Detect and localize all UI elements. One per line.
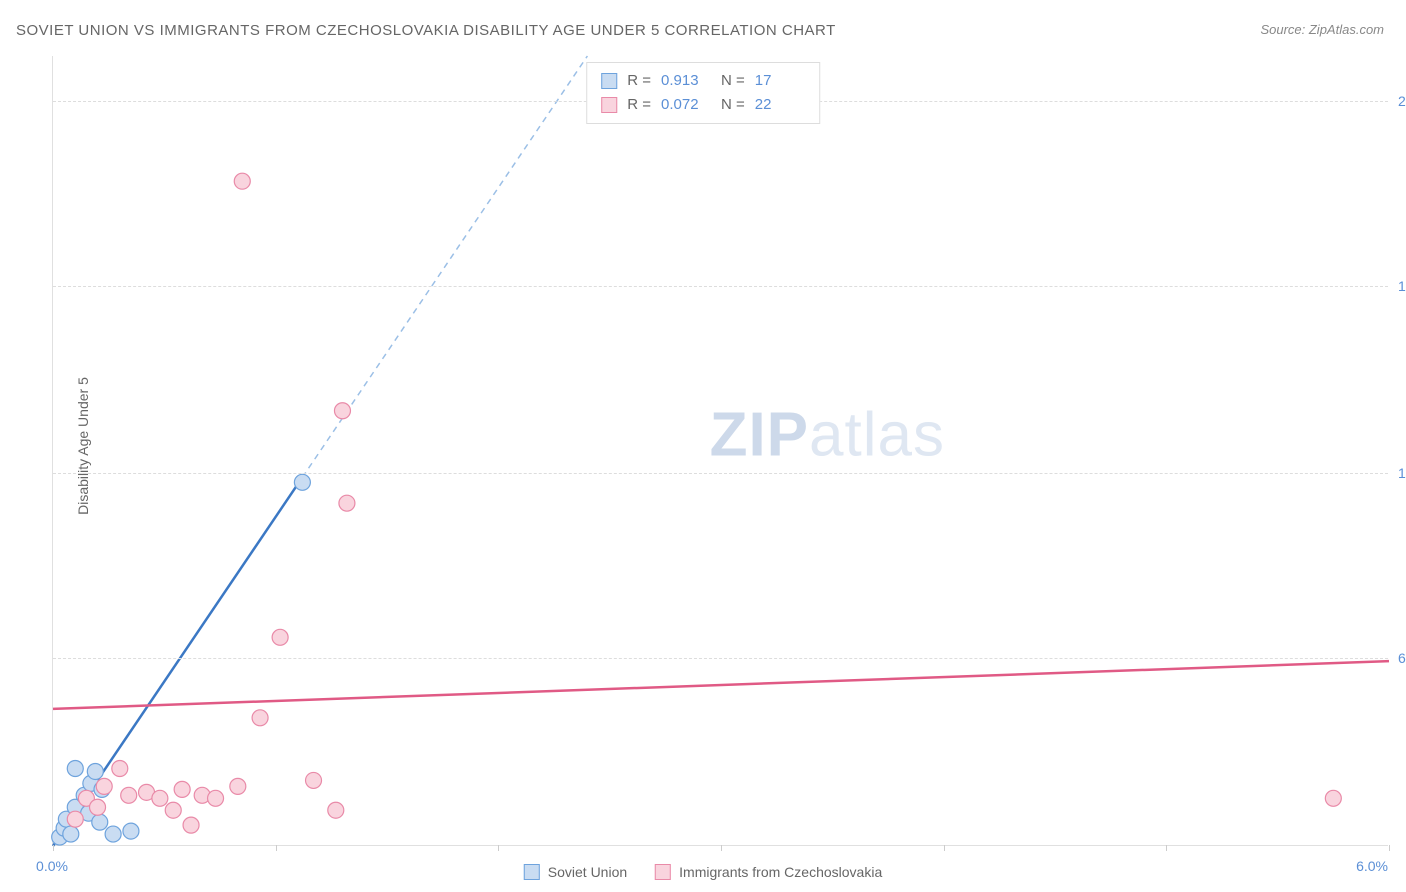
data-point <box>92 814 108 830</box>
data-point <box>183 817 199 833</box>
y-tick-label: 18.8% <box>1392 278 1406 294</box>
x-tick <box>721 845 722 851</box>
data-point <box>208 790 224 806</box>
data-point <box>234 173 250 189</box>
legend-label: Immigrants from Czechoslovakia <box>679 864 882 880</box>
stat-label-r: R = <box>627 93 651 117</box>
data-point <box>294 474 310 490</box>
data-point <box>87 763 103 779</box>
data-point <box>96 778 112 794</box>
stat-label-n: N = <box>721 69 745 93</box>
regression-line <box>53 661 1389 709</box>
data-point <box>105 826 121 842</box>
stat-value-r: 0.072 <box>661 93 711 117</box>
data-point <box>152 790 168 806</box>
x-max-label: 6.0% <box>1356 858 1388 874</box>
x-origin-label: 0.0% <box>36 858 68 874</box>
source-label: Source: ZipAtlas.com <box>1260 22 1384 37</box>
data-point <box>63 826 79 842</box>
data-point <box>121 787 137 803</box>
y-tick-label: 6.3% <box>1392 650 1406 666</box>
chart-title: SOVIET UNION VS IMMIGRANTS FROM CZECHOSL… <box>16 22 836 39</box>
stat-value-n: 22 <box>755 93 805 117</box>
x-tick <box>1166 845 1167 851</box>
data-point <box>252 710 268 726</box>
y-tick-label: 12.5% <box>1392 465 1406 481</box>
data-point <box>1325 790 1341 806</box>
x-tick <box>53 845 54 851</box>
stat-label-r: R = <box>627 69 651 93</box>
stat-value-r: 0.913 <box>661 69 711 93</box>
legend-swatch <box>524 864 540 880</box>
data-point <box>174 781 190 797</box>
plot-area: ZIPatlas 6.3%12.5%18.8%25.0% <box>52 56 1388 846</box>
data-point <box>328 802 344 818</box>
grid-line <box>53 286 1388 287</box>
data-point <box>339 495 355 511</box>
legend-item: Immigrants from Czechoslovakia <box>655 864 882 880</box>
data-point <box>230 778 246 794</box>
stats-row: R = 0.072 N = 22 <box>601 93 805 117</box>
stats-legend-box: R = 0.913 N = 17 R = 0.072 N = 22 <box>586 62 820 124</box>
legend-swatch <box>655 864 671 880</box>
data-point <box>272 629 288 645</box>
data-point <box>67 760 83 776</box>
legend-swatch <box>601 73 617 89</box>
data-point <box>306 772 322 788</box>
legend-swatch <box>601 97 617 113</box>
grid-line <box>53 473 1388 474</box>
x-tick <box>498 845 499 851</box>
data-point <box>112 760 128 776</box>
x-tick <box>276 845 277 851</box>
stat-label-n: N = <box>721 93 745 117</box>
legend-item: Soviet Union <box>524 864 627 880</box>
legend-label: Soviet Union <box>548 864 627 880</box>
x-tick <box>1389 845 1390 851</box>
data-point <box>67 811 83 827</box>
data-point <box>334 403 350 419</box>
grid-line <box>53 658 1388 659</box>
data-point <box>90 799 106 815</box>
plot-svg <box>53 56 1388 845</box>
y-tick-label: 25.0% <box>1392 93 1406 109</box>
x-tick <box>944 845 945 851</box>
stat-value-n: 17 <box>755 69 805 93</box>
data-point <box>123 823 139 839</box>
data-point <box>165 802 181 818</box>
legend-bottom: Soviet Union Immigrants from Czechoslovak… <box>524 864 882 880</box>
stats-row: R = 0.913 N = 17 <box>601 69 805 93</box>
